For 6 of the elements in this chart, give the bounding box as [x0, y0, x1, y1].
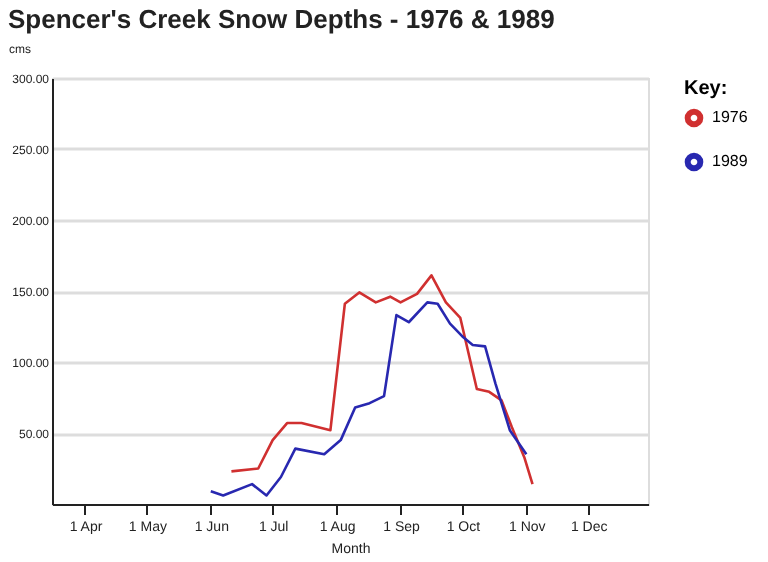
chart-title: Spencer's Creek Snow Depths - 1976 & 1989: [8, 4, 555, 34]
line-series: [230, 274, 534, 486]
legend-title: Key:: [684, 78, 728, 100]
legend-label: 1989: [712, 152, 749, 170]
legend-label: 1976: [712, 108, 749, 126]
line-series: [209, 301, 528, 497]
